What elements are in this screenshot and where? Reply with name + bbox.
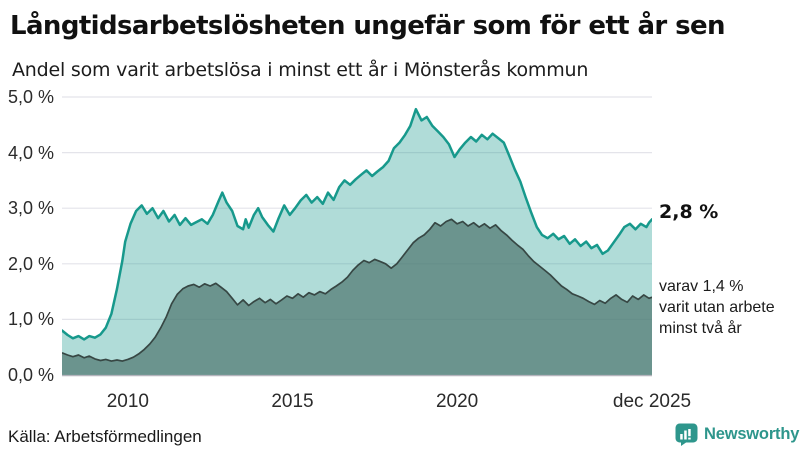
x-tick-label: dec 2025 [612, 391, 692, 412]
page-title: Långtidsarbetslösheten ungefär som för e… [10, 11, 726, 41]
y-tick-label: 1,0 % [7, 309, 54, 330]
y-tick-label: 3,0 % [7, 198, 54, 219]
y-tick-label: 0,0 % [7, 365, 54, 385]
newsworthy-logo[interactable]: Newsworthy [675, 423, 799, 446]
newsworthy-bars-icon [675, 423, 698, 446]
newsworthy-logo-text: Newsworthy [704, 425, 800, 443]
y-tick-label: 4,0 % [7, 142, 54, 163]
annotation-line: varav 1,4 % [659, 278, 744, 295]
source-note: Källa: Arbetsförmedlingen [8, 427, 202, 446]
y-tick-label: 2,0 % [7, 253, 54, 274]
chart-subtitle: Andel som varit arbetslösa i minst ett å… [12, 59, 589, 81]
x-tick-label: 2010 [106, 391, 149, 412]
series-end-label-two-years: varav 1,4 % varit utan arbete minst två … [659, 276, 775, 339]
x-tick-label: 2020 [435, 391, 479, 412]
series-end-label-total: 2,8 % [659, 201, 719, 223]
area-chart [62, 96, 652, 377]
x-tick-label: 2015 [271, 391, 314, 412]
y-tick-label: 5,0 % [7, 87, 54, 107]
annotation-line: minst två år [659, 320, 742, 337]
annotation-line: varit utan arbete [659, 299, 775, 316]
